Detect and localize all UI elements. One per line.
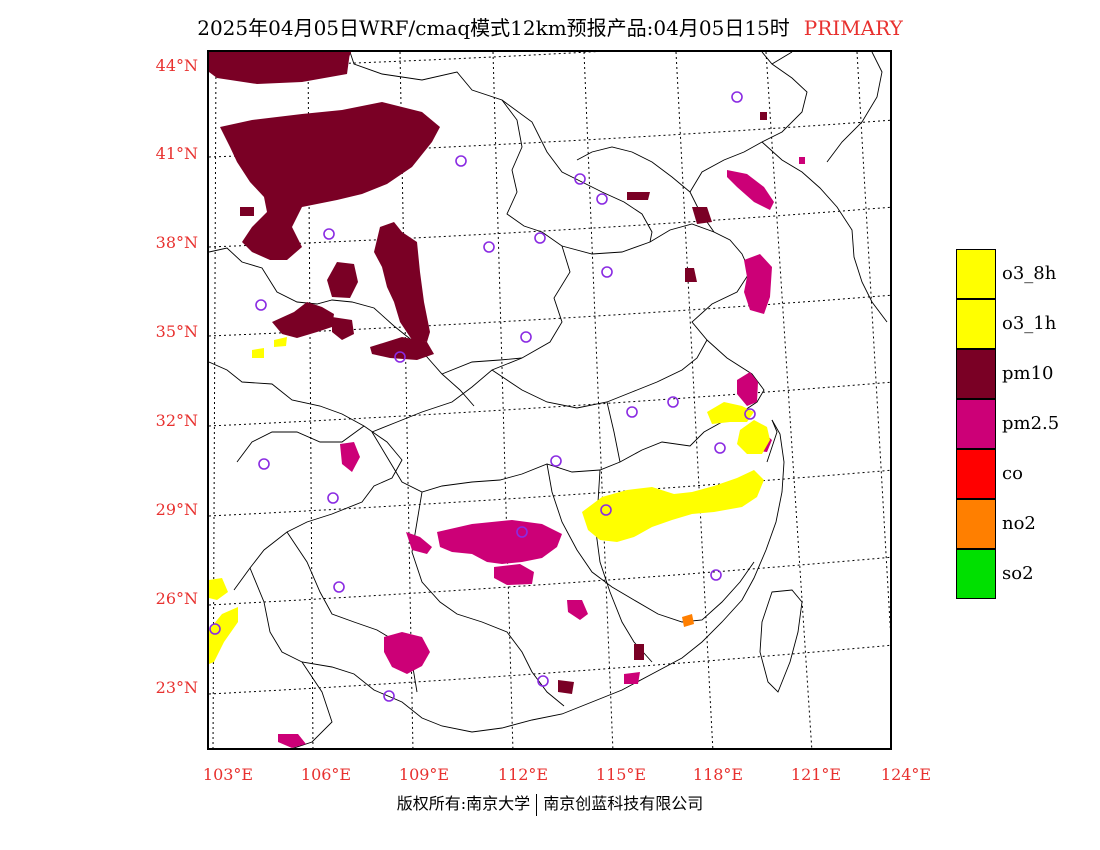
lon-label-124: 124°E	[880, 765, 932, 784]
title-tag: PRIMARY	[803, 16, 903, 40]
lat-label-29: 29°N	[155, 500, 198, 519]
legend-label-o3-1h: o3_1h	[1002, 313, 1057, 334]
lat-label-44: 44°N	[155, 56, 198, 75]
footer-divider	[536, 793, 538, 816]
title-main: 2025年04月05日WRF/cmaq模式12km预报产品:04月05日15时	[197, 16, 790, 40]
lon-label-121: 121°E	[790, 765, 842, 784]
map-canvas	[209, 52, 890, 748]
legend-label-so2: so2	[1002, 563, 1034, 584]
lon-label-118: 118°E	[692, 765, 744, 784]
footer-right: 南京创蓝科技有限公司	[543, 794, 704, 813]
lon-label-112: 112°E	[497, 765, 549, 784]
legend-swatch-no2	[956, 499, 996, 549]
o3-areas	[209, 337, 770, 664]
lat-label-32: 32°N	[155, 411, 198, 430]
lat-label-35: 35°N	[155, 322, 198, 341]
lat-label-38: 38°N	[155, 233, 198, 252]
station-markers	[209, 91, 756, 702]
map-frame	[207, 50, 892, 750]
legend-swatch-pm25	[956, 399, 996, 449]
pm25-areas	[278, 157, 805, 748]
pm10-areas	[209, 52, 767, 694]
copyright-footer: 版权所有:南京大学 南京创蓝科技有限公司	[0, 790, 1100, 816]
lat-label-26: 26°N	[155, 589, 198, 608]
legend-swatch-co	[956, 449, 996, 499]
lon-label-106: 106°E	[300, 765, 352, 784]
legend-swatch-so2	[956, 549, 996, 599]
lon-label-103: 103°E	[202, 765, 254, 784]
legend-swatch-o3-8h	[956, 249, 996, 299]
legend-label-co: co	[1002, 463, 1023, 484]
no2-areas	[682, 614, 694, 627]
legend-label-pm10: pm10	[1002, 363, 1054, 384]
lat-label-41: 41°N	[155, 144, 198, 163]
legend-label-no2: no2	[1002, 513, 1036, 534]
lat-label-23: 23°N	[155, 678, 198, 697]
map-title: 2025年04月05日WRF/cmaq模式12km预报产品:04月05日15时 P…	[0, 12, 1100, 41]
lon-label-109: 109°E	[398, 765, 450, 784]
legend-label-o3-8h: o3_8h	[1002, 263, 1057, 284]
legend-swatch-pm10	[956, 349, 996, 399]
legend-swatch-o3-1h	[956, 299, 996, 349]
lon-label-115: 115°E	[595, 765, 647, 784]
legend-label-pm25: pm2.5	[1002, 413, 1060, 434]
footer-left: 版权所有:南京大学	[396, 794, 531, 813]
